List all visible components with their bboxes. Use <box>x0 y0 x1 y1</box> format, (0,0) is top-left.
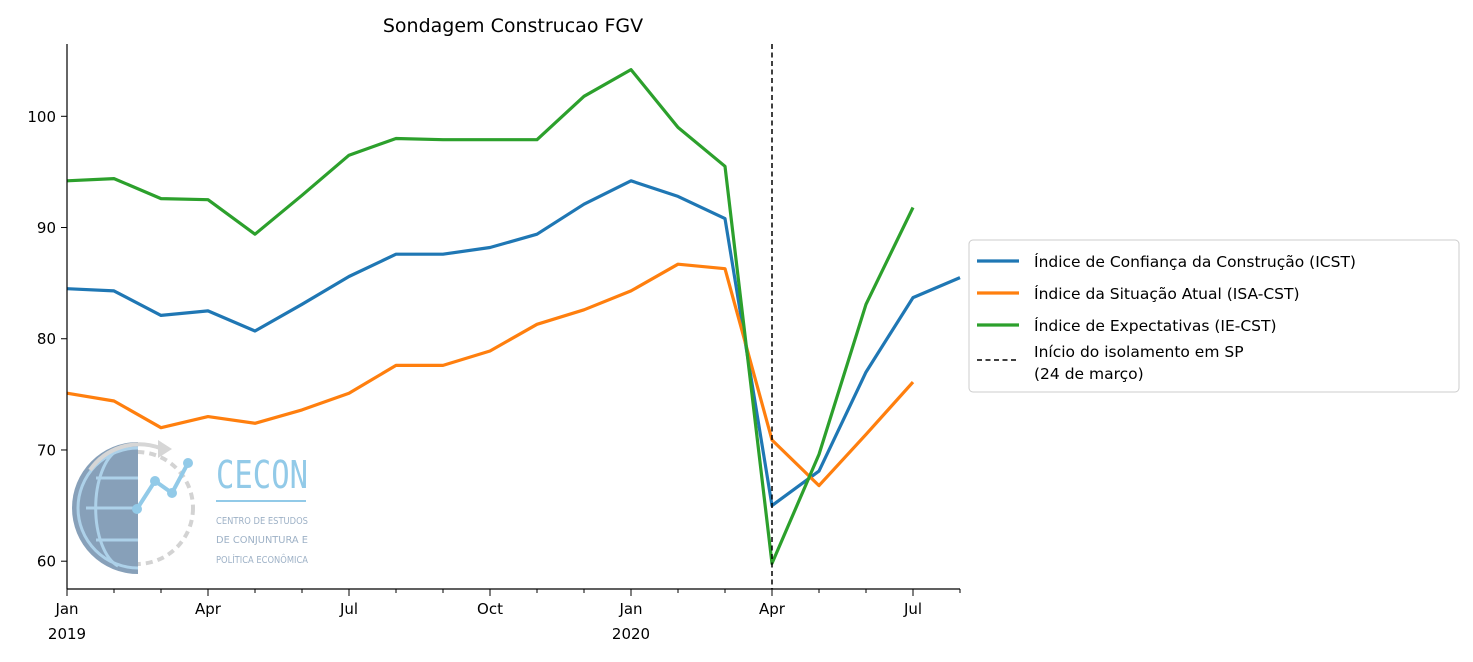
legend-label-vline-date: (24 de março) <box>1034 365 1144 383</box>
series-line-1 <box>66 179 961 508</box>
logo-line-2: DE CONJUNTURA E <box>216 535 308 546</box>
x-tick-year-label: 2019 <box>48 625 86 643</box>
logo-name: CECON <box>216 453 308 497</box>
x-tick-label: Jul <box>339 600 358 618</box>
logo-trend-dot <box>150 476 160 486</box>
x-tick-label: Jan <box>54 600 78 618</box>
logo-trend-line <box>135 462 190 511</box>
x-tick-label: Jan <box>618 600 642 618</box>
logo-trend-dot <box>183 458 193 468</box>
y-tick-label: 70 <box>37 441 56 459</box>
legend-frame <box>968 239 1460 393</box>
y-tick-label: 100 <box>27 108 56 126</box>
logo-arrow-arc <box>88 442 161 472</box>
logo-trend-dot <box>132 504 142 514</box>
x-tick-label: Jul <box>903 600 922 618</box>
cecon-logo: CECON CENTRO DE ESTUDOS DE CONJUNTURA E … <box>72 440 308 574</box>
plot-area: 60 70 80 90 100 Jan 2019 Apr Jul Oct Jan 2020 Apr Jul <box>27 44 961 643</box>
chart-title: Sondagem Construcao FGV <box>383 15 643 37</box>
logo-arrow-head <box>158 440 172 458</box>
legend: Índice de Confiança da Construção (ICST)… <box>968 239 1460 393</box>
x-tick-label: Apr <box>195 600 222 618</box>
x-tick-label: Apr <box>759 600 786 618</box>
series-line-3 <box>66 67 915 566</box>
series-line-2 <box>66 262 915 488</box>
y-tick-label: 90 <box>37 219 56 237</box>
logo-line-3: POLÍTICA ECONÔMICA <box>216 553 308 566</box>
legend-label-3: Índice de Expectativas (IE-CST) <box>1034 316 1277 335</box>
x-tick-year-label: 2020 <box>612 625 650 643</box>
y-tick-label: 80 <box>37 330 56 348</box>
legend-label-vline: Início do isolamento em SP <box>1034 343 1244 361</box>
logo-line-1: CENTRO DE ESTUDOS <box>216 516 308 527</box>
legend-label-2: Índice da Situação Atual (ISA-CST) <box>1034 284 1300 303</box>
x-tick-label: Oct <box>477 600 503 618</box>
logo-trend-dot <box>167 488 177 498</box>
logo-globe-lines <box>76 446 139 570</box>
legend-label-1: Índice de Confiança da Construção (ICST) <box>1034 252 1356 271</box>
y-tick-label: 60 <box>37 553 56 571</box>
